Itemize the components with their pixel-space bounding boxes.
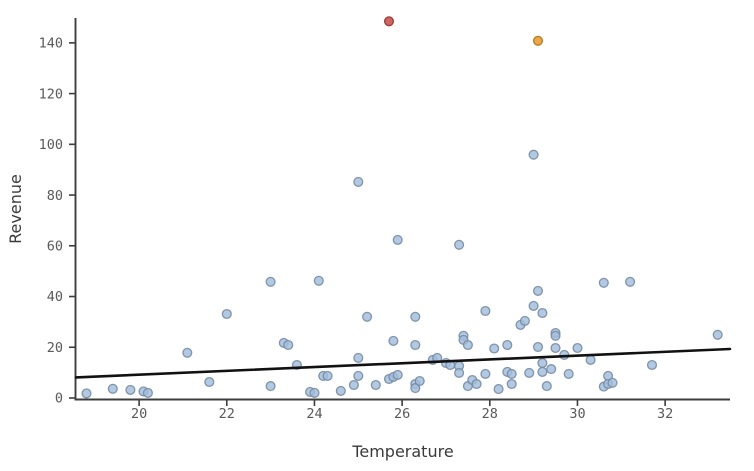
observations-point (392, 234, 403, 245)
observations-point (454, 239, 465, 250)
observations-point (480, 305, 491, 317)
x-tick-label: 32 (657, 406, 673, 422)
observations-point (532, 341, 544, 353)
observations-point (532, 285, 544, 296)
x-tick-label: 30 (569, 406, 585, 422)
observations-point (493, 384, 504, 395)
x-tick-label: 26 (394, 406, 410, 422)
observations-point (313, 275, 324, 286)
observations-point (585, 354, 596, 365)
observations-point (550, 342, 561, 354)
observations-point (572, 342, 583, 354)
observations-point (541, 381, 552, 392)
observations-point (335, 385, 346, 396)
y-tick-label: 40 (47, 289, 63, 305)
observations-point (537, 366, 548, 377)
y-tick-label: 20 (47, 340, 63, 356)
observations-point (370, 379, 381, 391)
observations-point (283, 339, 294, 351)
observations-point (712, 329, 723, 340)
observations-point (524, 367, 535, 378)
observations-point (506, 368, 517, 379)
data-points-layer (81, 16, 723, 399)
observations-point (607, 377, 618, 388)
observations-point (410, 339, 421, 351)
x-tick-label: 24 (306, 406, 322, 422)
observations-point (598, 277, 609, 288)
observations-point (142, 387, 153, 398)
axes-layer: 20 22 24 26 28 30 32 0 20 40 60 80 100 120 140 (39, 18, 730, 422)
observations-point (454, 367, 465, 378)
observations-point (353, 352, 364, 363)
observations-point (204, 376, 215, 388)
observations-point (392, 369, 403, 380)
observations-point (81, 388, 92, 399)
x-tick-label: 28 (482, 406, 498, 422)
observations-point (646, 359, 658, 371)
observations-point (625, 276, 636, 287)
observations-point (362, 311, 373, 322)
x-axis-title: Temperature (351, 442, 453, 461)
observations-point (348, 379, 359, 391)
observations-point (265, 276, 276, 287)
observations-point (309, 387, 320, 398)
observations-point (537, 307, 548, 319)
observations-point (489, 343, 500, 354)
y-tick-label: 140 (39, 36, 63, 52)
y-tick-label: 60 (47, 238, 63, 254)
observations-point (550, 330, 561, 341)
outlier-orange-point (532, 35, 544, 46)
x-tick-label: 20 (131, 406, 147, 422)
y-tick-label: 80 (47, 188, 63, 204)
observations-point (480, 368, 491, 379)
x-tick-label: 22 (219, 406, 235, 422)
observations-point (388, 335, 399, 346)
observations-point (182, 347, 193, 358)
observations-point (414, 375, 425, 387)
y-tick-label: 120 (39, 86, 63, 102)
y-tick-label: 100 (39, 137, 63, 153)
observations-point (506, 378, 517, 390)
observations-point (353, 176, 364, 187)
y-tick-label: 0 (55, 391, 63, 407)
observations-point (125, 384, 136, 395)
trend-line (74, 347, 732, 379)
observations-point (528, 300, 539, 311)
outlier-red-point (383, 16, 395, 27)
observations-point (221, 308, 232, 320)
observations-point (519, 315, 530, 326)
observations-point (107, 383, 118, 394)
trend-line-layer (74, 347, 732, 379)
observations-point (528, 149, 539, 160)
observations-point (537, 357, 548, 369)
observations-point (322, 370, 333, 381)
observations-point (502, 339, 513, 351)
observations-point (410, 311, 421, 322)
observations-point (563, 368, 574, 379)
observations-point (546, 364, 557, 375)
observations-point (471, 378, 482, 390)
observations-point (410, 383, 421, 394)
observations-point (462, 339, 473, 351)
observations-point (265, 381, 276, 392)
observations-point (353, 370, 364, 381)
y-axis-title: Revenue (6, 174, 25, 244)
